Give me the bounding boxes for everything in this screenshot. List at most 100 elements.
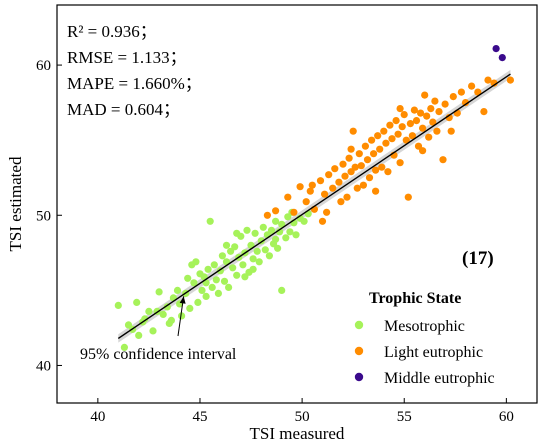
data-point-mesotrophic: [204, 265, 212, 273]
data-point-light-eutrophic: [419, 124, 427, 132]
data-point-light-eutrophic: [284, 193, 292, 201]
data-point-light-eutrophic: [335, 178, 343, 186]
data-point-light-eutrophic: [396, 159, 404, 167]
data-point-mesotrophic: [220, 277, 229, 285]
data-point-light-eutrophic: [351, 163, 359, 171]
data-point-mesotrophic: [198, 286, 206, 294]
data-point-mesotrophic: [231, 243, 239, 251]
data-point-light-eutrophic: [427, 105, 435, 113]
data-point-mesotrophic: [184, 274, 192, 282]
data-point-light-eutrophic: [441, 100, 449, 108]
data-point-mesotrophic: [210, 261, 218, 269]
data-point-mesotrophic: [135, 331, 143, 339]
data-point-light-eutrophic: [484, 76, 492, 84]
data-point-light-eutrophic: [421, 91, 429, 99]
data-point-light-eutrophic: [321, 190, 329, 198]
legend-label-middle-eutrophic: Middle eutrophic: [384, 370, 495, 387]
data-point-light-eutrophic: [402, 136, 410, 144]
data-point-light-eutrophic: [474, 88, 482, 96]
annotation-text: 95% confidence interval: [80, 346, 237, 363]
data-point-mesotrophic: [218, 252, 226, 260]
data-point-mesotrophic: [163, 303, 171, 311]
data-point-mesotrophic: [233, 271, 241, 279]
data-point-light-eutrophic: [341, 172, 349, 180]
annotation: 95% confidence interval: [80, 296, 237, 363]
data-point-light-eutrophic: [372, 166, 380, 174]
data-point-light-eutrophic: [429, 118, 437, 126]
data-point-light-eutrophic: [392, 117, 400, 125]
data-point-mesotrophic: [149, 327, 157, 335]
data-point-mesotrophic: [261, 246, 269, 254]
data-point-light-eutrophic: [439, 156, 447, 164]
data-point-light-eutrophic: [372, 187, 380, 195]
data-point-mesotrophic: [282, 234, 290, 242]
data-point-light-eutrophic: [386, 121, 394, 129]
data-point-light-eutrophic: [337, 198, 345, 206]
data-point-middle-eutrophic: [498, 54, 506, 62]
data-point-mesotrophic: [214, 289, 222, 297]
legend-marker-light-eutrophic: [354, 346, 364, 356]
data-point-mesotrophic: [169, 294, 177, 302]
data-point-light-eutrophic: [449, 93, 457, 101]
legend-marker-middle-eutrophic: [354, 372, 364, 382]
data-point-light-eutrophic: [382, 139, 390, 147]
data-point-light-eutrophic: [272, 207, 280, 215]
data-point-light-eutrophic: [410, 106, 418, 114]
y-tick-label: 50: [36, 208, 51, 224]
data-point-light-eutrophic: [329, 184, 337, 192]
data-point-mesotrophic: [222, 241, 231, 249]
data-point-light-eutrophic: [331, 165, 339, 173]
data-point-light-eutrophic: [290, 208, 298, 216]
data-point-mesotrophic: [272, 217, 280, 225]
data-point-light-eutrophic: [431, 97, 439, 105]
data-point-light-eutrophic: [339, 160, 347, 168]
x-axis-title: TSI measured: [250, 424, 345, 443]
data-point-mesotrophic: [253, 247, 261, 255]
data-point-light-eutrophic: [388, 135, 396, 143]
data-point-light-eutrophic: [357, 162, 365, 170]
data-point-light-eutrophic: [349, 127, 357, 135]
data-point-light-eutrophic: [296, 183, 304, 191]
data-point-mesotrophic: [259, 223, 267, 231]
data-point-mesotrophic: [292, 231, 300, 239]
data-point-light-eutrophic: [384, 168, 392, 176]
data-point-middle-eutrophic: [492, 45, 500, 53]
data-point-mesotrophic: [173, 286, 182, 294]
data-point-light-eutrophic: [490, 79, 498, 87]
data-point-light-eutrophic: [461, 99, 470, 107]
data-point-mesotrophic: [265, 252, 273, 260]
data-point-mesotrophic: [178, 312, 186, 320]
data-point-mesotrophic: [249, 265, 257, 273]
legend-label-light-eutrophic: Light eutrophic: [384, 344, 483, 361]
data-point-mesotrophic: [249, 255, 257, 263]
data-point-light-eutrophic: [417, 109, 425, 117]
x-tick-label: 40: [90, 409, 105, 425]
data-point-mesotrophic: [272, 235, 280, 243]
legend-marker-mesotrophic: [354, 320, 364, 330]
legend-label-mesotrophic: Mesotrophic: [384, 318, 465, 335]
data-point-mesotrophic: [202, 292, 210, 300]
data-point-mesotrophic: [133, 298, 141, 306]
legend-title: Trophic State: [369, 290, 461, 307]
data-point-mesotrophic: [212, 276, 220, 284]
data-point-light-eutrophic: [396, 105, 404, 113]
data-point-mesotrophic: [229, 264, 237, 272]
data-point-mesotrophic: [276, 228, 284, 236]
data-point-light-eutrophic: [376, 145, 384, 153]
data-point-light-eutrophic: [325, 171, 333, 179]
data-point-light-eutrophic: [380, 127, 388, 135]
data-point-mesotrophic: [243, 226, 251, 234]
data-point-light-eutrophic: [302, 198, 310, 206]
data-point-mesotrophic: [159, 310, 167, 318]
data-point-light-eutrophic: [370, 150, 378, 158]
x-tick-label: 60: [499, 409, 514, 425]
data-point-light-eutrophic: [343, 193, 351, 201]
y-tick-label: 60: [36, 58, 51, 74]
data-point-light-eutrophic: [433, 127, 441, 135]
data-point-mesotrophic: [278, 286, 286, 294]
x-tick-label: 55: [397, 409, 412, 425]
data-point-light-eutrophic: [318, 217, 327, 225]
data-point-light-eutrophic: [353, 184, 361, 192]
data-point-mesotrophic: [145, 307, 153, 315]
data-point-light-eutrophic: [365, 174, 374, 182]
